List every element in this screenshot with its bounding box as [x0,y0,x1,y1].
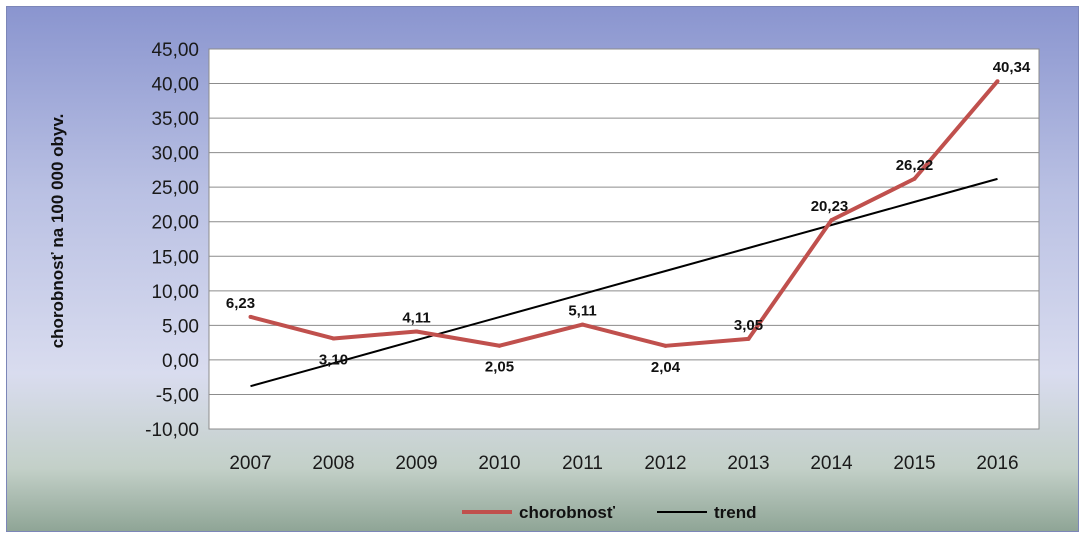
chart-panel: -10,00 -5,00 0,00 5,00 10,00 15,00 20,00 25,00 3… [6,6,1079,532]
series-line-chorobnost [249,79,1000,348]
y-tick-label: 45,00 [151,40,199,61]
x-tick-label: 2014 [810,453,853,474]
x-tick-label: 2007 [229,453,271,474]
legend: chorobnosť trend [462,503,757,522]
plot-area [209,49,1039,429]
y-tick-label: 35,00 [151,109,199,130]
y-tick-label: 15,00 [151,247,199,268]
data-label: 26,22 [896,157,934,174]
x-tick-label: 2015 [893,453,935,474]
y-axis-ticks: -10,00 -5,00 0,00 5,00 10,00 15,00 20,00 25,00 3… [145,40,199,441]
data-label: 2,04 [651,359,681,376]
y-tick-label: 30,00 [151,144,199,165]
data-label: 4,11 [402,310,430,327]
plot-border [208,48,1040,430]
x-tick-label: 2009 [395,453,437,474]
data-label: 3,10 [319,351,348,368]
y-tick-label: 10,00 [151,282,199,303]
data-label: 3,05 [734,317,763,334]
legend-label-trend: trend [714,503,757,522]
y-tick-label: 25,00 [151,178,199,199]
x-tick-label: 2016 [976,453,1018,474]
series-layer [248,79,1000,388]
data-label: 40,34 [993,59,1031,76]
data-label: 2,05 [485,359,514,376]
x-tick-label: 2008 [312,453,354,474]
data-point [248,314,253,319]
data-label: 20,23 [811,198,849,215]
data-point [912,176,917,181]
line-chart: -10,00 -5,00 0,00 5,00 10,00 15,00 20,00 25,00 3… [48,40,1040,522]
y-tick-label: 40,00 [151,75,199,96]
x-tick-label: 2012 [644,453,686,474]
x-tick-label: 2013 [727,453,769,474]
data-point [331,336,336,341]
x-axis-ticks: 2007 2008 2009 2010 2011 2012 2013 2014 2015 2016 [229,453,1018,474]
data-point [580,322,585,327]
y-tick-label: 0,00 [162,351,199,372]
y-tick-label: 20,00 [151,213,199,234]
data-label: 6,23 [226,295,255,312]
data-label: 5,11 [568,303,596,320]
x-tick-label: 2011 [562,453,603,474]
data-point [995,79,1000,84]
data-point [497,343,502,348]
y-tick-label: -10,00 [145,420,199,441]
data-point [414,329,419,334]
data-point [663,343,668,348]
y-tick-label: 5,00 [162,316,199,337]
data-labels: 6,23 3,10 4,11 2,05 5,11 2,04 3,05 20,23 26,22 40… [226,59,1031,376]
y-tick-label: -5,00 [156,385,199,406]
data-point [746,336,751,341]
y-axis-title: chorobnosť na 100 000 obyv. [48,114,67,349]
series-line-trend [250,177,998,388]
data-point [829,218,834,223]
legend-label-chorobnost: chorobnosť [519,503,616,522]
x-tick-label: 2010 [478,453,520,474]
